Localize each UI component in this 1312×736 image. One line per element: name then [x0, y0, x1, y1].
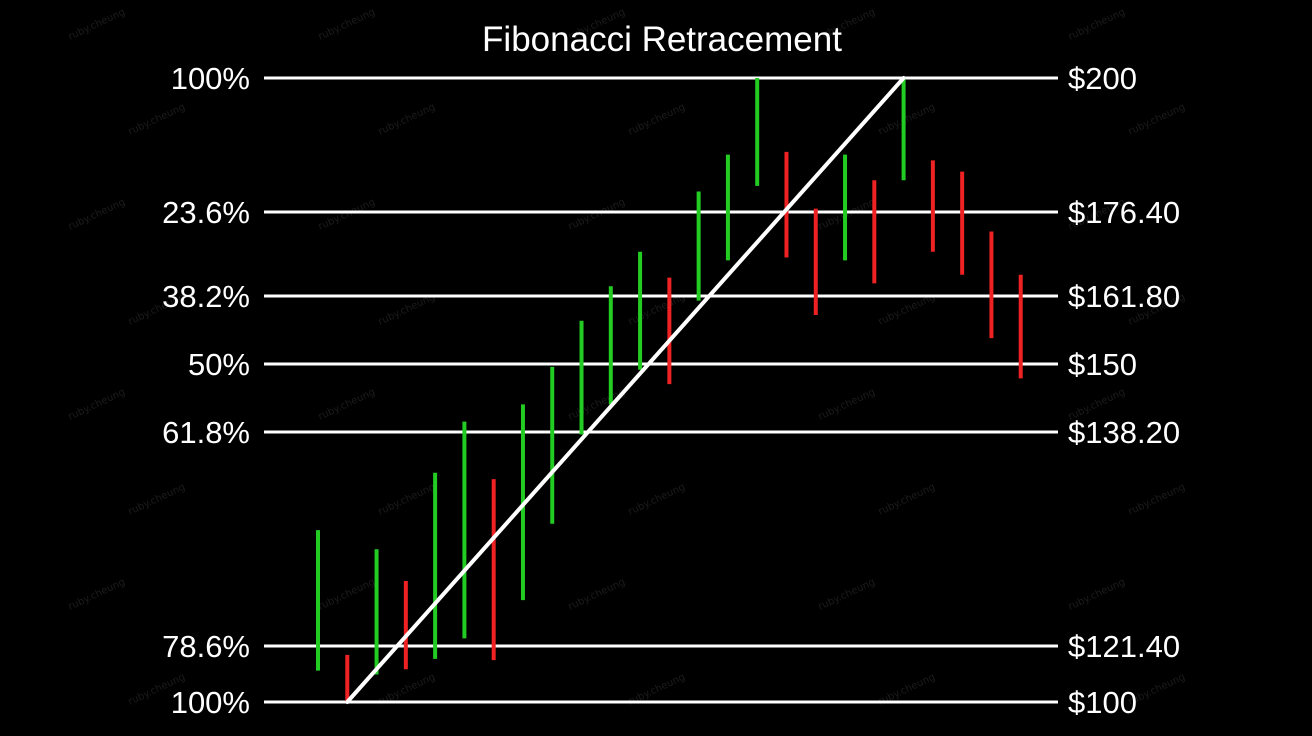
trend-line [345, 76, 906, 704]
watermark-text: ruby.cheung [317, 197, 377, 233]
watermark-text: ruby.cheung [817, 577, 877, 613]
fib-price-label: $100 [1068, 685, 1137, 720]
watermark-text: ruby.cheung [817, 387, 877, 423]
fib-price-label: $161.80 [1068, 279, 1180, 314]
watermark-text: ruby.cheung [1067, 577, 1127, 613]
watermark-text: ruby.cheung [317, 577, 377, 613]
watermark-text: ruby.cheung [67, 387, 127, 423]
watermark-text: ruby.cheung [67, 577, 127, 613]
watermark-text: ruby.cheung [1067, 7, 1127, 43]
watermark-text: ruby.cheung [567, 577, 627, 613]
watermark-text: ruby.cheung [127, 102, 187, 138]
watermark-text: ruby.cheung [877, 102, 937, 138]
watermark-text: ruby.cheung [567, 387, 627, 423]
chart-title: Fibonacci Retracement [482, 20, 842, 59]
fib-percent-label: 38.2% [162, 279, 250, 314]
fib-percent-label: 78.6% [162, 629, 250, 664]
watermark-text: ruby.cheung [317, 7, 377, 43]
watermark-text: ruby.cheung [1127, 102, 1187, 138]
watermark-text: ruby.cheung [127, 482, 187, 518]
fib-price-label: $138.20 [1068, 415, 1180, 450]
trend-layer [345, 76, 906, 704]
fib-percent-label: 23.6% [162, 195, 250, 230]
fib-percent-label: 100% [171, 61, 250, 96]
watermark-text: ruby.cheung [877, 482, 937, 518]
watermark-text: ruby.cheung [377, 482, 437, 518]
watermark-text: ruby.cheung [317, 387, 377, 423]
fib-price-label: $150 [1068, 347, 1137, 382]
fib-percent-label: 50% [188, 347, 250, 382]
watermark-text: ruby.cheung [627, 102, 687, 138]
fib-percent-label: 100% [171, 685, 250, 720]
watermark-text: ruby.cheung [627, 482, 687, 518]
watermark-text: ruby.cheung [67, 197, 127, 233]
watermark-text: ruby.cheung [1127, 482, 1187, 518]
fib-price-label: $121.40 [1068, 629, 1180, 664]
fib-levels: 100% $200 23.6% $176.40 38.2% $161.80 50% $150 6… [162, 61, 1180, 720]
watermark-text: ruby.cheung [567, 197, 627, 233]
watermark-text: ruby.cheung [67, 7, 127, 43]
fib-price-label: $200 [1068, 61, 1137, 96]
fib-price-label: $176.40 [1068, 195, 1180, 230]
watermark-text: ruby.cheung [377, 102, 437, 138]
price-bars [316, 78, 1023, 702]
fib-percent-label: 61.8% [162, 415, 250, 450]
